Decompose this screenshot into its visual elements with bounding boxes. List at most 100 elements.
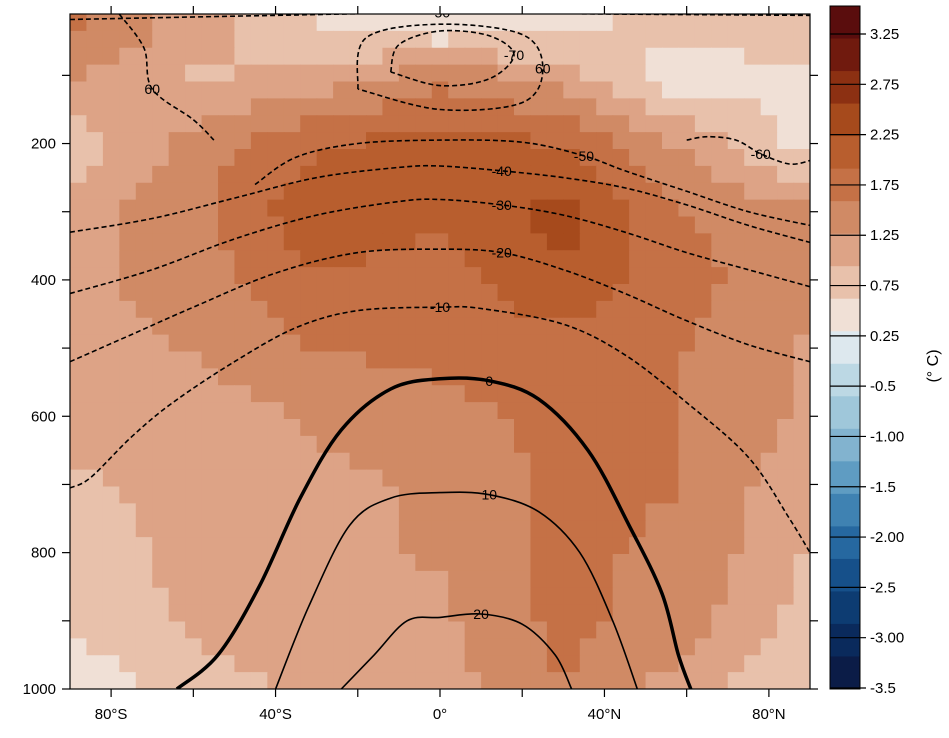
- heatmap-cell: [218, 469, 236, 488]
- heatmap-cell: [596, 267, 614, 285]
- heatmap-cell: [694, 385, 712, 403]
- heatmap-cell: [152, 98, 170, 116]
- heatmap-cell: [267, 284, 285, 302]
- heatmap-cell: [662, 419, 680, 437]
- heatmap-cell: [431, 14, 449, 32]
- heatmap-cell: [283, 604, 301, 623]
- heatmap-cell: [86, 587, 104, 606]
- heatmap-cell: [497, 115, 515, 133]
- heatmap-cell: [448, 267, 466, 285]
- heatmap-cell: [300, 149, 318, 167]
- heatmap-cell: [70, 469, 88, 488]
- heatmap-cell: [70, 284, 88, 302]
- heatmap-cell: [119, 486, 137, 504]
- heatmap-cell: [201, 486, 219, 504]
- heatmap-cell: [760, 554, 778, 572]
- heatmap-cell: [366, 30, 384, 49]
- heatmap-cell: [777, 233, 795, 251]
- heatmap-cell: [382, 419, 400, 437]
- heatmap-cell: [185, 334, 203, 353]
- heatmap-cell: [333, 149, 351, 167]
- heatmap-cell: [596, 233, 614, 251]
- heatmap-cell: [530, 233, 548, 251]
- heatmap-cell: [546, 351, 564, 369]
- heatmap-cell: [152, 672, 170, 689]
- heatmap-cell: [546, 452, 564, 471]
- heatmap-cell: [727, 149, 745, 167]
- heatmap-cell: [464, 300, 482, 319]
- heatmap-cell: [744, 81, 762, 99]
- colorbar-swatch: [830, 136, 860, 170]
- heatmap-cell: [530, 81, 548, 99]
- heatmap-cell: [481, 402, 499, 420]
- heatmap-cell: [546, 149, 564, 167]
- heatmap-cell: [119, 165, 137, 184]
- heatmap-cell: [711, 182, 729, 201]
- heatmap-cell: [201, 604, 219, 623]
- heatmap-cell: [283, 334, 301, 353]
- heatmap-cell: [793, 604, 810, 623]
- heatmap-cell: [119, 402, 137, 420]
- heatmap-cell: [645, 452, 663, 471]
- heatmap-cell: [201, 537, 219, 555]
- heatmap-cell: [448, 115, 466, 133]
- heatmap-cell: [168, 520, 186, 538]
- heatmap-cell: [464, 351, 482, 369]
- heatmap-cell: [234, 14, 252, 32]
- heatmap-cell: [86, 334, 104, 353]
- heatmap-cell: [530, 30, 548, 49]
- heatmap-cell: [398, 284, 416, 302]
- heatmap-cell: [218, 115, 236, 133]
- heatmap-cell: [464, 402, 482, 420]
- heatmap-cell: [119, 655, 137, 673]
- heatmap-cell: [662, 486, 680, 504]
- heatmap-cell: [530, 267, 548, 285]
- heatmap-cell: [464, 419, 482, 437]
- heatmap-cell: [760, 621, 778, 639]
- heatmap-cell: [645, 132, 663, 150]
- heatmap-cell: [563, 115, 581, 133]
- heatmap-cell: [711, 469, 729, 488]
- heatmap-cell: [86, 165, 104, 184]
- heatmap-cell: [398, 351, 416, 369]
- heatmap-cell: [596, 672, 614, 689]
- heatmap-cell: [514, 435, 532, 454]
- heatmap-cell: [168, 165, 186, 184]
- heatmap-cell: [283, 317, 301, 336]
- heatmap-cell: [349, 250, 367, 268]
- heatmap-cell: [119, 115, 137, 133]
- heatmap-cell: [431, 469, 449, 488]
- heatmap-cell: [168, 199, 186, 218]
- heatmap-cell: [793, 570, 810, 589]
- heatmap-cell: [612, 385, 630, 403]
- heatmap-cell: [234, 317, 252, 336]
- heatmap-cell: [464, 435, 482, 454]
- heatmap-cell: [678, 199, 696, 218]
- heatmap-cell: [333, 638, 351, 656]
- heatmap-cell: [596, 537, 614, 555]
- heatmap-cell: [333, 165, 351, 184]
- heatmap-cell: [70, 199, 88, 218]
- heatmap-cell: [267, 199, 285, 218]
- heatmap-cell: [546, 385, 564, 403]
- heatmap-cell: [678, 570, 696, 589]
- heatmap-cell: [267, 233, 285, 251]
- heatmap-cell: [777, 81, 795, 99]
- heatmap-cell: [316, 351, 334, 369]
- heatmap-cell: [711, 368, 729, 386]
- heatmap-cell: [398, 604, 416, 623]
- heatmap-cell: [777, 165, 795, 184]
- contour-label: -20: [492, 245, 512, 261]
- heatmap-cell: [694, 267, 712, 285]
- heatmap-cell: [283, 587, 301, 606]
- heatmap-cell: [662, 317, 680, 336]
- heatmap-cell: [514, 149, 532, 167]
- heatmap-cell: [349, 537, 367, 555]
- y-tick-label: 400: [31, 272, 56, 289]
- heatmap-cell: [793, 655, 810, 673]
- heatmap-cell: [168, 452, 186, 471]
- heatmap-cell: [267, 64, 285, 83]
- heatmap-cell: [333, 655, 351, 673]
- heatmap-cell: [645, 250, 663, 268]
- heatmap-cell: [464, 570, 482, 589]
